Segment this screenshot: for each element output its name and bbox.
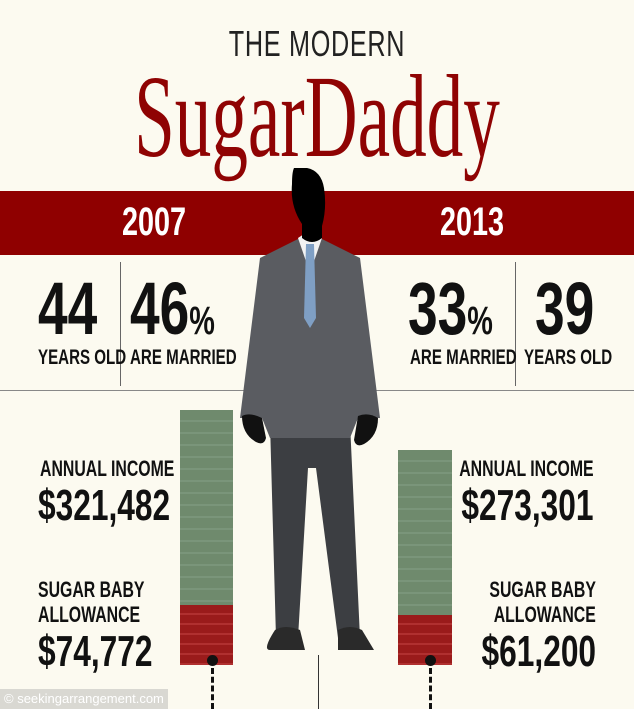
left-hand [242, 414, 266, 444]
year-2007: 2007 [122, 200, 187, 244]
dotted-line [211, 668, 214, 709]
allowance-label-2013-line2: ALLOWANCE [493, 602, 596, 627]
age-2013: 39 [535, 267, 595, 350]
suit-jacket [240, 238, 380, 438]
income-2013: $273,301 [461, 481, 594, 530]
businessman-illustration [240, 168, 380, 650]
tie [304, 244, 316, 328]
allowance-2013: $61,200 [481, 627, 596, 676]
age-label-2007: YEARS OLD [38, 346, 127, 369]
income-label-2013: ANNUAL INCOME [459, 456, 594, 481]
married-2013: 33% [408, 272, 493, 346]
center-line [318, 655, 319, 709]
allowance-2007: $74,772 [38, 627, 153, 676]
age-label-2013: YEARS OLD [524, 346, 613, 369]
income-bar-2013 [398, 450, 452, 615]
allowance-label-2007-line2: ALLOWANCE [38, 602, 141, 627]
page-title: SugarDaddy [134, 51, 500, 182]
married-value: 46 [130, 267, 190, 350]
divider [120, 262, 121, 386]
percent-sign: % [467, 299, 493, 343]
married-2007: 46% [130, 272, 215, 346]
dot-marker [207, 655, 218, 666]
pants [270, 423, 360, 638]
allowance-label-2013-line1: SUGAR BABY [489, 577, 596, 602]
income-2007: $321,482 [38, 481, 171, 530]
right-shoe [338, 627, 374, 650]
allowance-bar-2007 [180, 605, 233, 665]
age-2007: 44 [38, 267, 98, 350]
left-shoe [266, 627, 305, 650]
pretitle: THE MODERN [228, 23, 406, 64]
right-hand [354, 414, 378, 446]
head-silhouette [291, 168, 326, 242]
married-value: 33 [408, 267, 468, 350]
allowance-label-2007-line1: SUGAR BABY [38, 577, 145, 602]
divider [515, 262, 516, 386]
dotted-line [429, 668, 432, 709]
dot-marker [425, 655, 436, 666]
married-label-2013: ARE MARRIED [410, 346, 517, 369]
year-2013: 2013 [440, 200, 505, 244]
percent-sign: % [189, 299, 215, 343]
married-label-2007: ARE MARRIED [130, 346, 237, 369]
income-label-2007: ANNUAL INCOME [40, 456, 175, 481]
income-bar-2007 [180, 410, 233, 605]
watermark: © seekingarrangement.com [0, 689, 168, 709]
